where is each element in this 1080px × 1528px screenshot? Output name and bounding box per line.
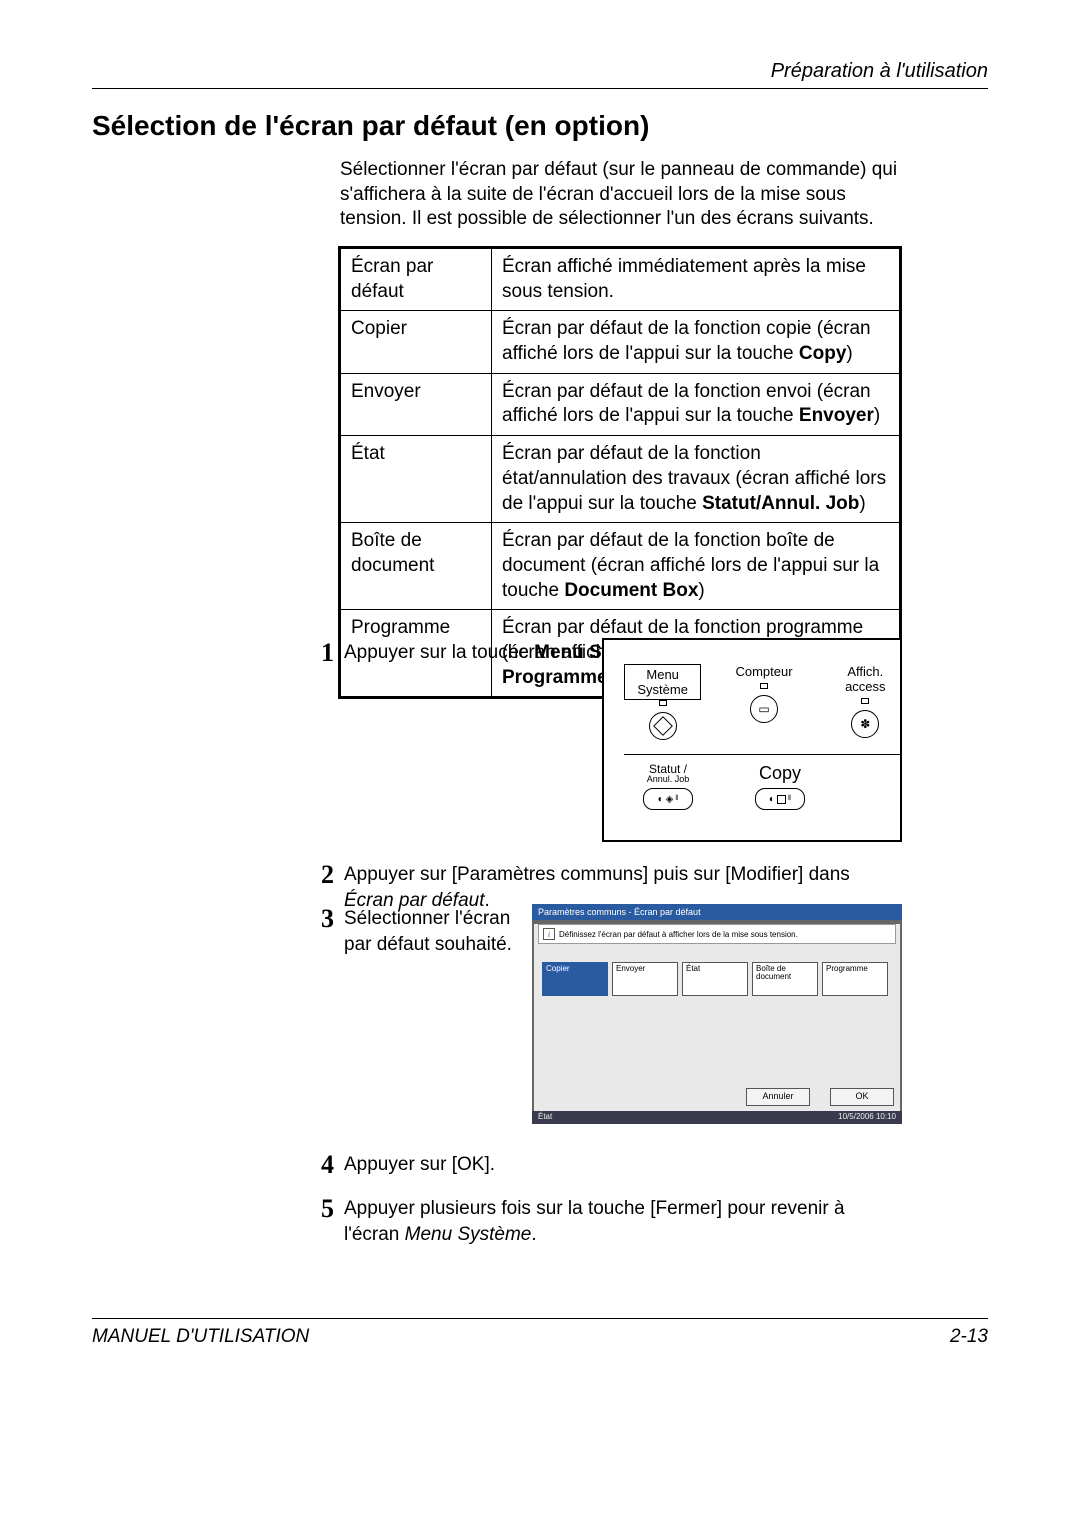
step-number: 5 bbox=[300, 1196, 344, 1222]
cell-name: Envoyer bbox=[341, 373, 492, 435]
section-title: Sélection de l'écran par défaut (en opti… bbox=[92, 110, 649, 142]
access-icon: ✽ bbox=[851, 710, 879, 738]
counter-icon: ▭ bbox=[750, 695, 778, 723]
cell-desc: Écran par défaut de la fonction état/ann… bbox=[492, 436, 900, 523]
control-panel-illustration: Menu Système Compteur ▭ Affich. access ✽ bbox=[602, 638, 902, 842]
cell-desc: Écran par défaut de la fonction copie (é… bbox=[492, 311, 900, 373]
table-row: Envoyer Écran par défaut de la fonction … bbox=[341, 373, 900, 435]
panel-btn-statut: Statut / Annul. Job ◐◈⦀ bbox=[624, 763, 712, 810]
panel-btn-affich-access: Affich. access ✽ bbox=[827, 664, 904, 738]
diamond-icon bbox=[649, 712, 677, 740]
intro-paragraph: Sélectionner l'écran par défaut (sur le … bbox=[340, 158, 900, 232]
status-key-icon: ◐◈⦀ bbox=[643, 788, 693, 810]
step-number: 2 bbox=[300, 862, 344, 888]
status-left: État bbox=[538, 1112, 552, 1123]
screen-status-bar: État 10/5/2006 10:10 bbox=[532, 1111, 902, 1124]
option-boite-document[interactable]: Boîte dedocument bbox=[752, 962, 818, 996]
footer-rule bbox=[92, 1318, 988, 1319]
option-etat[interactable]: État bbox=[682, 962, 748, 996]
screen-info-bar: i Définissez l'écran par défaut à affich… bbox=[538, 924, 896, 944]
footer-left: MANUEL D'UTILISATION bbox=[92, 1326, 309, 1348]
info-icon: i bbox=[543, 928, 555, 940]
table-row: Écran par défaut Écran affiché immédiate… bbox=[341, 249, 900, 311]
cell-desc: Écran par défaut de la fonction envoi (é… bbox=[492, 373, 900, 435]
header-rule bbox=[92, 88, 988, 89]
screens-table: Écran par défaut Écran affiché immédiate… bbox=[340, 248, 900, 697]
step-number: 3 bbox=[300, 906, 344, 932]
screen-options-row: Copier Envoyer État Boîte dedocument Pro… bbox=[542, 962, 896, 996]
table-row: État Écran par défaut de la fonction éta… bbox=[341, 436, 900, 523]
step-number: 1 bbox=[300, 640, 344, 666]
header-chapter: Préparation à l'utilisation bbox=[771, 60, 988, 83]
panel-btn-copy: Copy ◐⦀ bbox=[736, 763, 824, 810]
footer-right: 2-13 bbox=[950, 1326, 988, 1348]
ok-button[interactable]: OK bbox=[830, 1088, 894, 1106]
touchscreen-mock: Paramètres communs - Écran par défaut i … bbox=[532, 904, 902, 1124]
option-copier[interactable]: Copier bbox=[542, 962, 608, 996]
step-text: Sélectionner l'écran par défaut souhaité… bbox=[344, 906, 520, 957]
step-text: Appuyer plusieurs fois sur la touche [Fe… bbox=[344, 1196, 900, 1247]
step-4: 4 Appuyer sur [OK]. bbox=[300, 1152, 900, 1190]
cell-desc: Écran par défaut de la fonction boîte de… bbox=[492, 523, 900, 610]
screen-titlebar: Paramètres communs - Écran par défaut bbox=[532, 904, 902, 920]
option-programme[interactable]: Programme bbox=[822, 962, 888, 996]
cell-name: Écran par défaut bbox=[341, 249, 492, 311]
panel-btn-menu-systeme: Menu Système bbox=[624, 664, 701, 740]
step-text: Appuyer sur [OK]. bbox=[344, 1152, 900, 1178]
cancel-button[interactable]: Annuler bbox=[746, 1088, 810, 1106]
step-3: 3 Sélectionner l'écran par défaut souhai… bbox=[300, 906, 520, 969]
panel-btn-compteur: Compteur ▭ bbox=[725, 664, 802, 723]
table-row: Copier Écran par défaut de la fonction c… bbox=[341, 311, 900, 373]
cell-name: Copier bbox=[341, 311, 492, 373]
step-number: 4 bbox=[300, 1152, 344, 1178]
status-right: 10/5/2006 10:10 bbox=[838, 1112, 896, 1123]
cell-name: Boîte de document bbox=[341, 523, 492, 610]
table-row: Boîte de document Écran par défaut de la… bbox=[341, 523, 900, 610]
page: Préparation à l'utilisation Sélection de… bbox=[0, 0, 1080, 1528]
cell-desc: Écran affiché immédiatement après la mis… bbox=[492, 249, 900, 311]
step-5: 5 Appuyer plusieurs fois sur la touche [… bbox=[300, 1196, 900, 1259]
cell-name: État bbox=[341, 436, 492, 523]
copy-key-icon: ◐⦀ bbox=[755, 788, 805, 810]
option-envoyer[interactable]: Envoyer bbox=[612, 962, 678, 996]
